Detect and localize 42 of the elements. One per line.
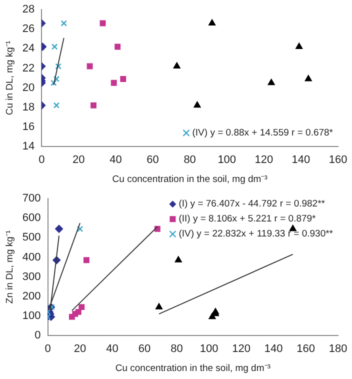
x-tick-label: 20 <box>72 154 85 166</box>
y-tick-label: 700 <box>22 192 41 205</box>
x-tick-label: 100 <box>200 343 218 356</box>
y-tick-label: 18 <box>22 101 35 114</box>
y-tick-label: 22 <box>22 62 35 74</box>
x-tick-label: 40 <box>110 154 122 166</box>
x-tick-label: 140 <box>264 343 283 356</box>
x-tick-label: 40 <box>106 343 118 356</box>
y-tick-label: 0 <box>34 329 41 342</box>
y-tick-label: 24 <box>22 42 35 55</box>
x-tick-label: 60 <box>138 343 151 356</box>
x-tick-label: 180 <box>328 343 348 356</box>
legend-label: (II) y = 8.106x + 5.221 r = 0.879* <box>178 214 316 225</box>
y-axis-title: Zn in DL, mg kg⁻¹ <box>4 230 16 304</box>
x-tick-label: 80 <box>170 343 183 356</box>
legend-label: (IV) y = 22.832x + 119.33 r = 0.930** <box>178 228 334 240</box>
y-tick-label: 26 <box>22 23 35 36</box>
x-tick-label: 120 <box>254 154 274 166</box>
y-tick-label: 600 <box>22 212 41 224</box>
y-tick-label: 16 <box>22 120 35 133</box>
x-tick-label: 60 <box>146 154 159 166</box>
x-axis-title: Cu concentration in the soil, mg dm⁻³ <box>115 362 270 374</box>
x-tick-label: 20 <box>74 343 86 356</box>
y-tick-label: 20 <box>22 82 35 94</box>
y-tick-label: 400 <box>22 251 41 264</box>
x-tick-label: 140 <box>292 154 310 166</box>
x-tick-label: 160 <box>328 154 348 166</box>
y-tick-label: 28 <box>22 4 35 16</box>
y-tick-label: 200 <box>22 290 41 302</box>
legend-label: (I) y = 76.407x - 44.792 r = 0.982** <box>178 198 326 210</box>
y-tick-label: 500 <box>22 232 41 244</box>
y-axis-title: Cu in DL, mg kg⁻¹ <box>4 40 16 116</box>
x-tick-label: 100 <box>218 154 236 166</box>
y-tick-label: 14 <box>22 140 35 152</box>
legend-label: (IV) y = 0.88x + 14.559 r = 0.678* <box>192 128 334 139</box>
y-tick-label: 100 <box>22 310 41 322</box>
x-tick-label: 0 <box>44 343 51 356</box>
y-tick-label: 300 <box>22 270 41 283</box>
x-tick-label: 80 <box>184 154 196 166</box>
x-tick-label: 120 <box>232 343 250 356</box>
x-tick-label: 160 <box>296 343 315 356</box>
x-axis-title: Cu concentration in the soil, mg dm⁻³ <box>112 174 268 185</box>
